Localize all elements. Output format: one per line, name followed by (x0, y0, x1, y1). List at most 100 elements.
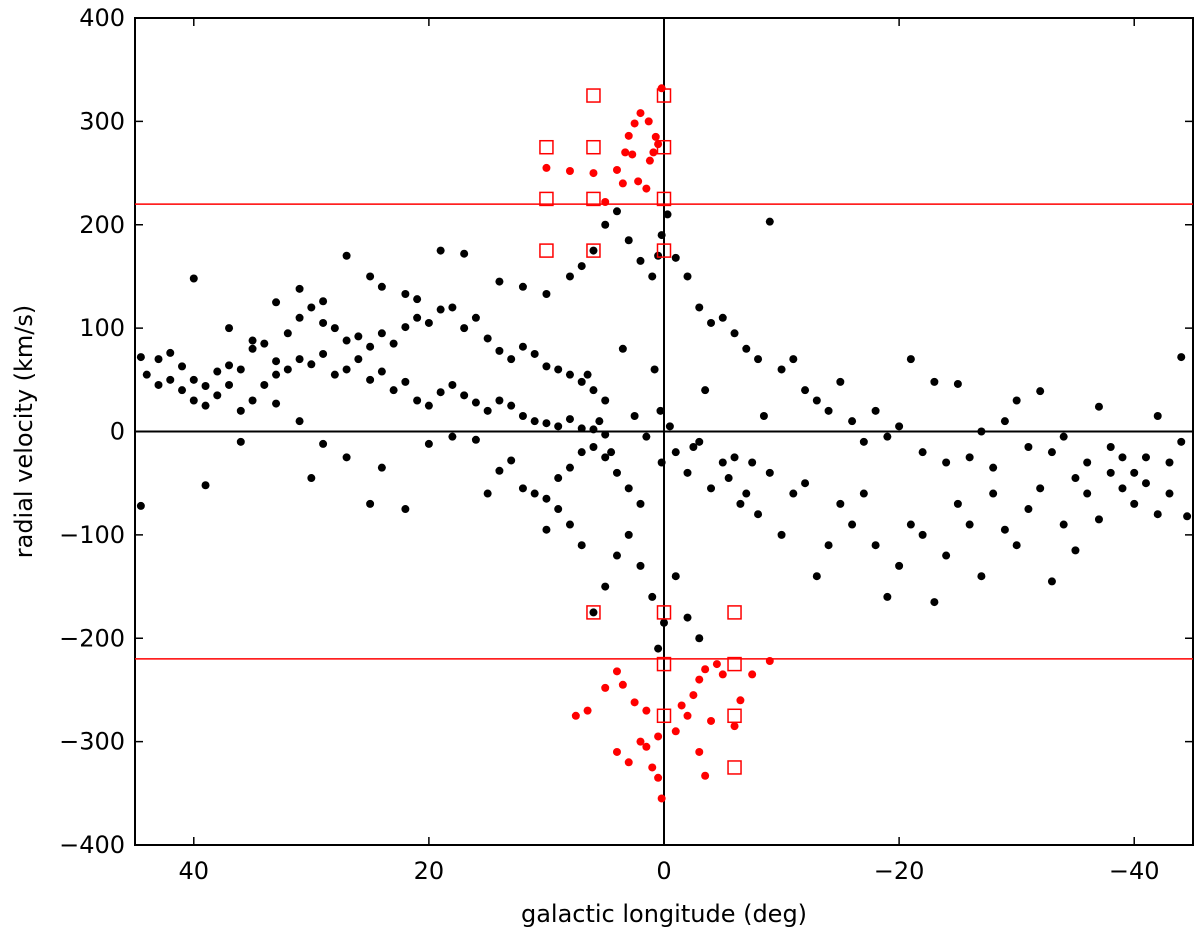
data-point (618, 344, 627, 353)
data-point (624, 236, 633, 245)
x-tick-label: 20 (414, 857, 445, 885)
data-point (754, 510, 763, 519)
plot-area (134, 17, 1194, 846)
data-point (236, 365, 245, 374)
data-point (812, 572, 821, 581)
high-velocity-point (630, 698, 639, 707)
data-point (295, 313, 304, 322)
high-velocity-point (628, 150, 637, 159)
data-point (1153, 510, 1162, 519)
data-point (989, 489, 998, 498)
high-velocity-point (651, 132, 660, 141)
square-marker (656, 139, 672, 155)
data-point (1118, 453, 1127, 462)
data-point (189, 375, 198, 384)
data-point (707, 318, 716, 327)
data-point (136, 353, 145, 362)
data-point (366, 499, 375, 508)
data-point (930, 598, 939, 607)
data-point (354, 355, 363, 364)
data-point (495, 396, 504, 405)
data-point (272, 298, 281, 307)
data-point (1094, 515, 1103, 524)
data-point (366, 342, 375, 351)
high-velocity-point (636, 109, 645, 118)
data-point (542, 362, 551, 371)
data-point (283, 365, 292, 374)
square-marker (656, 708, 672, 724)
data-point (654, 644, 663, 653)
data-point (248, 344, 257, 353)
data-point (272, 370, 281, 379)
square-marker (727, 656, 742, 672)
data-point (836, 377, 845, 386)
high-velocity-point (654, 773, 663, 782)
data-point (942, 458, 951, 467)
data-point (624, 530, 633, 539)
data-point (871, 541, 880, 550)
high-velocity-point (542, 163, 551, 172)
data-point (789, 355, 798, 364)
high-velocity-point (683, 711, 692, 720)
data-point (260, 380, 269, 389)
data-point (236, 406, 245, 415)
data-point (213, 391, 222, 400)
high-velocity-point (671, 727, 680, 736)
data-point (189, 274, 198, 283)
square-marker (586, 139, 601, 155)
data-point (577, 262, 586, 271)
data-point (601, 396, 610, 405)
data-point (319, 318, 328, 327)
data-point (495, 466, 504, 475)
data-point (154, 380, 163, 389)
y-axis-ticks: 400 300 200 100 0 −100 −200 −300 −400 (59, 4, 1193, 859)
data-point (413, 396, 422, 405)
data-point (518, 411, 527, 420)
data-point (1059, 432, 1068, 441)
high-velocity-point (718, 670, 727, 679)
high-velocity-point (712, 660, 721, 669)
data-point (1012, 396, 1021, 405)
data-point (577, 541, 586, 550)
data-point (307, 474, 316, 483)
data-point (448, 303, 457, 312)
data-point (342, 336, 351, 345)
data-point (695, 437, 704, 446)
y-tick-label: 200 (79, 211, 125, 239)
data-point (330, 324, 339, 333)
data-point (448, 380, 457, 389)
high-velocity-point (736, 696, 745, 705)
data-point (683, 468, 692, 477)
data-point (577, 424, 586, 433)
data-point (166, 348, 175, 357)
data-point (765, 468, 774, 477)
data-point (883, 592, 892, 601)
data-point (1165, 489, 1174, 498)
y-tick-label: 0 (110, 418, 125, 446)
square-marker (727, 708, 742, 724)
data-point (977, 427, 986, 436)
y-tick-label: 400 (79, 4, 125, 32)
data-point (953, 499, 962, 508)
data-point (883, 432, 892, 441)
data-point (1130, 499, 1139, 508)
data-point (413, 313, 422, 322)
data-point (683, 272, 692, 281)
data-point (1047, 448, 1056, 457)
data-point (565, 272, 574, 281)
data-point (319, 297, 328, 306)
data-point (236, 437, 245, 446)
data-point (836, 499, 845, 508)
data-point (1012, 541, 1021, 550)
data-point (389, 339, 398, 348)
high-velocity-point (612, 667, 621, 676)
high-velocity-point (618, 179, 627, 188)
data-point (636, 561, 645, 570)
data-point (601, 430, 610, 439)
data-point (730, 329, 739, 338)
data-point (413, 295, 422, 304)
data-point (742, 344, 751, 353)
data-point (283, 329, 292, 338)
points-layer (136, 84, 1192, 803)
data-point (307, 360, 316, 369)
